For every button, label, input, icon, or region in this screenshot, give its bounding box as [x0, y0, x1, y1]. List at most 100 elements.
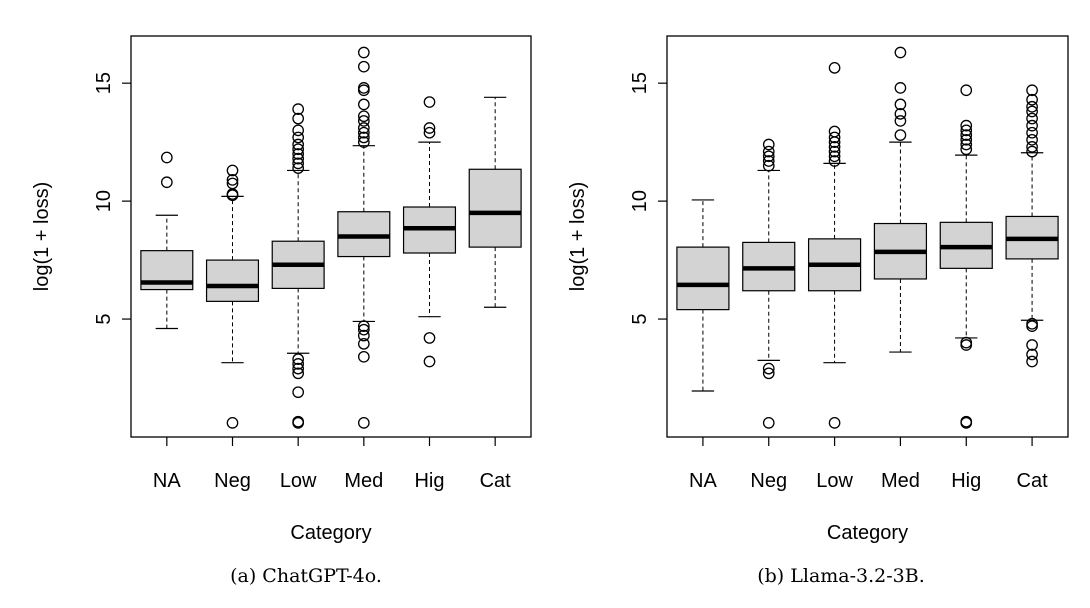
- outlier-point: [292, 152, 305, 165]
- outlier-point: [960, 84, 973, 97]
- outlier-point: [357, 136, 370, 148]
- x-tick-label: Cat: [1017, 470, 1049, 492]
- outlier-point: [1026, 126, 1038, 139]
- iqr-box: [468, 168, 522, 248]
- outlier-point: [960, 129, 973, 141]
- outlier-point: [160, 151, 173, 164]
- outlier-point: [762, 416, 775, 429]
- outlier-point: [292, 362, 305, 375]
- outlier-point: [828, 141, 841, 153]
- outlier-point: [292, 157, 305, 170]
- outlier-point: [423, 355, 436, 368]
- outlier-point: [960, 133, 973, 146]
- outlier-point: [226, 177, 239, 190]
- outlier-point: [960, 124, 973, 137]
- box-hig: [939, 84, 993, 429]
- y-tick-label: 10: [629, 190, 651, 212]
- outlier-point: [357, 126, 370, 139]
- box-hig: [402, 96, 457, 368]
- box-neg: [205, 164, 260, 429]
- y-tick-label: 10: [93, 190, 115, 212]
- outlier-point: [1026, 145, 1038, 158]
- outlier-point: [1026, 112, 1038, 125]
- outlier-point: [357, 320, 370, 332]
- outlier-point: [357, 98, 370, 111]
- x-tick-label: Low: [816, 470, 853, 492]
- y-tick-label: 5: [93, 313, 115, 324]
- outlier-point: [292, 148, 305, 160]
- outlier-point: [357, 46, 370, 59]
- outlier-point: [762, 150, 775, 163]
- plot-frame: [130, 35, 532, 438]
- outlier-point: [894, 82, 907, 94]
- x-tick-label: NA: [153, 470, 181, 492]
- outlier-point: [226, 416, 239, 429]
- outlier-point: [828, 145, 841, 158]
- box-na: [676, 199, 730, 392]
- outlier-point: [894, 115, 907, 127]
- figure-caption: (b) Llama-3.2-3B.: [757, 565, 925, 587]
- outlier-point: [1026, 348, 1038, 361]
- outlier-point: [960, 119, 973, 132]
- chart-panel-1: 5 10 15 NA Neg Low Med Hig Cat Category log(1 + lo…: [31, 35, 532, 587]
- figure-caption: (a) ChatGPT-4o.: [230, 565, 382, 587]
- outlier-point: [828, 61, 841, 74]
- outlier-point: [357, 337, 370, 350]
- iqr-box: [205, 259, 260, 302]
- chart-panel-2: 5 10 15 NA Neg Low Med Hig Cat Category log(1 + lo…: [567, 35, 1069, 587]
- outlier-point: [960, 336, 973, 349]
- box-med: [873, 46, 928, 353]
- x-axis-label: Category: [290, 522, 371, 544]
- outlier-point: [357, 115, 370, 127]
- box-low: [271, 103, 325, 429]
- outlier-point: [1026, 355, 1038, 368]
- outlier-point: [292, 162, 305, 174]
- outlier-point: [357, 122, 370, 134]
- outlier-point: [357, 416, 370, 429]
- outlier-point: [292, 131, 305, 144]
- outlier-point: [292, 124, 305, 137]
- outlier-point: [357, 329, 370, 342]
- outlier-point: [423, 126, 436, 139]
- outlier-point: [828, 416, 841, 429]
- outlier-point: [1026, 141, 1038, 153]
- outlier-point: [357, 60, 370, 73]
- box-cat: [468, 96, 522, 308]
- outlier-point: [357, 350, 370, 363]
- y-axis-label: log(1 + loss): [31, 182, 53, 292]
- box-low: [807, 61, 862, 429]
- outlier-point: [828, 150, 841, 163]
- outlier-point: [762, 138, 775, 151]
- outlier-point: [1026, 320, 1038, 332]
- outlier-point: [292, 353, 305, 366]
- outlier-point: [828, 125, 841, 138]
- y-tick-label: 15: [93, 72, 115, 94]
- outlier-point: [357, 82, 370, 94]
- iqr-box: [337, 211, 391, 258]
- outlier-point: [292, 138, 305, 151]
- outlier-point: [762, 362, 775, 375]
- outlier-point: [828, 131, 841, 144]
- outlier-point: [357, 323, 370, 336]
- y-tick-label: 5: [629, 313, 651, 324]
- x-tick-label: Hig: [414, 470, 444, 492]
- outlier-point: [292, 112, 305, 125]
- x-axis-label: Category: [827, 522, 908, 544]
- outlier-point: [762, 145, 775, 158]
- outlier-point: [1026, 93, 1038, 106]
- outlier-point: [357, 131, 370, 144]
- x-tick-label: NA: [689, 470, 717, 492]
- outlier-point: [1026, 339, 1038, 351]
- x-tick-label: Neg: [750, 470, 787, 492]
- outlier-point: [292, 103, 305, 115]
- outlier-point: [960, 138, 973, 151]
- outlier-point: [960, 143, 973, 156]
- outlier-point: [1026, 317, 1038, 330]
- outlier-point: [292, 358, 305, 370]
- x-tick-label: Hig: [951, 470, 981, 492]
- box-cat: [1005, 84, 1059, 368]
- x-tick-label: Med: [344, 470, 383, 492]
- outlier-point: [894, 129, 907, 141]
- outlier-point: [357, 110, 370, 123]
